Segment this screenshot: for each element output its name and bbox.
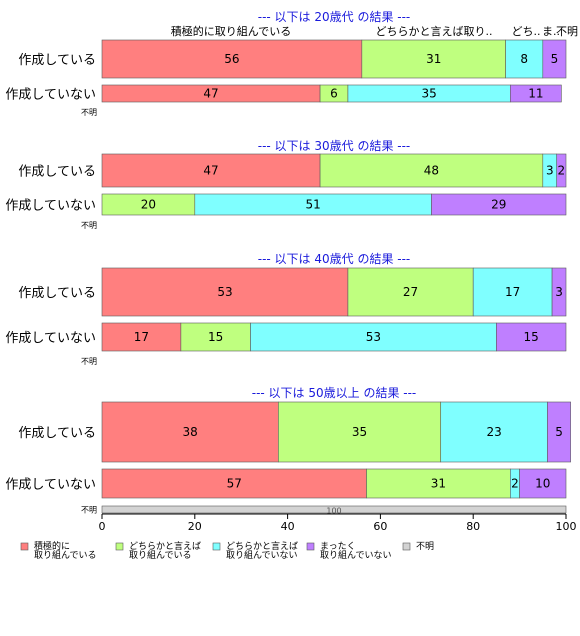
data-label: 23 — [486, 425, 501, 439]
data-label: 3 — [546, 164, 554, 178]
bar-segment — [101, 401, 279, 463]
data-label: 57 — [227, 477, 242, 491]
legend-label: 不明 — [416, 541, 434, 552]
bar-segment — [542, 39, 567, 79]
data-label: 10 — [535, 477, 550, 491]
row-label: 作成している — [18, 426, 96, 441]
bar-segment — [180, 322, 251, 352]
bar-segment — [551, 267, 567, 317]
row-label: 作成している — [18, 165, 96, 180]
bar-segment — [472, 267, 553, 317]
legend-label: どちらかと言えば — [129, 540, 201, 552]
bar-segment — [347, 267, 474, 317]
data-label: 38 — [183, 425, 198, 439]
unknown-row-label: 不明 — [81, 108, 97, 117]
legend-swatch — [306, 542, 315, 551]
data-label: 15 — [208, 330, 223, 344]
data-label: 15 — [524, 330, 539, 344]
legend-label: 取り組んでいる — [34, 549, 97, 561]
legend-label: 積極的に — [34, 540, 70, 552]
bar-segment — [101, 468, 367, 499]
bar-segment — [361, 39, 506, 79]
data-label: 17 — [505, 285, 520, 299]
data-label: 48 — [424, 164, 439, 178]
x-tick-label: 0 — [99, 520, 106, 533]
data-label: 3 — [555, 285, 563, 299]
legend-swatch — [212, 542, 221, 551]
unknown-row-label: 不明 — [81, 506, 97, 515]
data-label: 11 — [528, 87, 543, 101]
bar-segment — [431, 193, 567, 216]
bar-segment — [319, 153, 544, 188]
bar-segment — [101, 505, 567, 514]
data-label: 5 — [551, 52, 559, 66]
section-title: --- 以下は 50歳以上 の結果 --- — [252, 386, 417, 400]
legend-label: 取り組んでいる — [129, 549, 192, 561]
bar-segment — [278, 401, 442, 463]
data-label: 56 — [224, 52, 239, 66]
bar-segment — [250, 322, 497, 352]
data-label: 31 — [431, 477, 446, 491]
unknown-row-label: 不明 — [81, 221, 97, 230]
bar-segment — [556, 153, 567, 188]
bar-segment — [440, 401, 548, 463]
unknown-row-label: 不明 — [81, 357, 97, 366]
x-tick-label: 80 — [466, 520, 480, 533]
data-label: 35 — [421, 87, 436, 101]
header-label: どち.. — [512, 25, 541, 38]
row-label: 作成している — [18, 286, 96, 301]
data-label: 8 — [520, 52, 528, 66]
data-label: 20 — [141, 198, 156, 212]
row-label: 作成していない — [5, 331, 96, 346]
data-label: 35 — [352, 425, 367, 439]
bar-segment — [510, 84, 562, 103]
bar-segment — [496, 322, 567, 352]
legend-label: どちらかと言えば — [226, 540, 298, 552]
data-label: 6 — [330, 87, 338, 101]
header-label: 不明 — [556, 25, 578, 38]
legend-label: 取り組んでいない — [226, 549, 298, 561]
legend-label: 取り組んでいない — [320, 549, 392, 561]
legend-swatch — [402, 542, 411, 551]
row-label: 作成している — [18, 53, 96, 68]
section-title: --- 以下は 30歳代 の結果 --- — [258, 139, 411, 153]
data-label: 29 — [491, 198, 506, 212]
data-label: 17 — [134, 330, 149, 344]
bar-segment — [519, 468, 567, 499]
row-label: 作成していない — [5, 478, 96, 493]
legend-swatch — [20, 542, 29, 551]
bar-segment — [101, 267, 349, 317]
header-label: ま.. — [542, 25, 560, 38]
bar-segment — [366, 468, 511, 499]
row-label: 作成していない — [5, 199, 96, 214]
data-label: 5 — [555, 425, 563, 439]
x-tick-label: 60 — [373, 520, 387, 533]
bar-segment — [101, 322, 182, 352]
data-label: 47 — [203, 87, 218, 101]
header-label: どちらかと言えば取り.. — [376, 25, 493, 38]
section-title: --- 以下は 20歳代 の結果 --- — [258, 10, 411, 24]
legend-swatch — [115, 542, 124, 551]
data-label: 53 — [217, 285, 232, 299]
data-label: 2 — [511, 477, 519, 491]
data-label: 100 — [326, 507, 341, 516]
data-label: 47 — [203, 164, 218, 178]
x-tick-label: 100 — [556, 520, 577, 533]
legend-label: まったく — [320, 541, 356, 552]
x-tick-label: 40 — [281, 520, 295, 533]
data-label: 51 — [305, 198, 320, 212]
header-label: 積極的に取り組んでいる — [171, 24, 291, 38]
x-tick-label: 20 — [188, 520, 202, 533]
row-label: 作成していない — [5, 88, 96, 103]
data-label: 2 — [558, 164, 566, 178]
data-label: 31 — [426, 52, 441, 66]
bar-segment — [547, 401, 571, 463]
bar-segment — [101, 153, 321, 188]
section-title: --- 以下は 40歳代 の結果 --- — [258, 252, 411, 266]
data-label: 27 — [403, 285, 418, 299]
data-label: 53 — [366, 330, 381, 344]
